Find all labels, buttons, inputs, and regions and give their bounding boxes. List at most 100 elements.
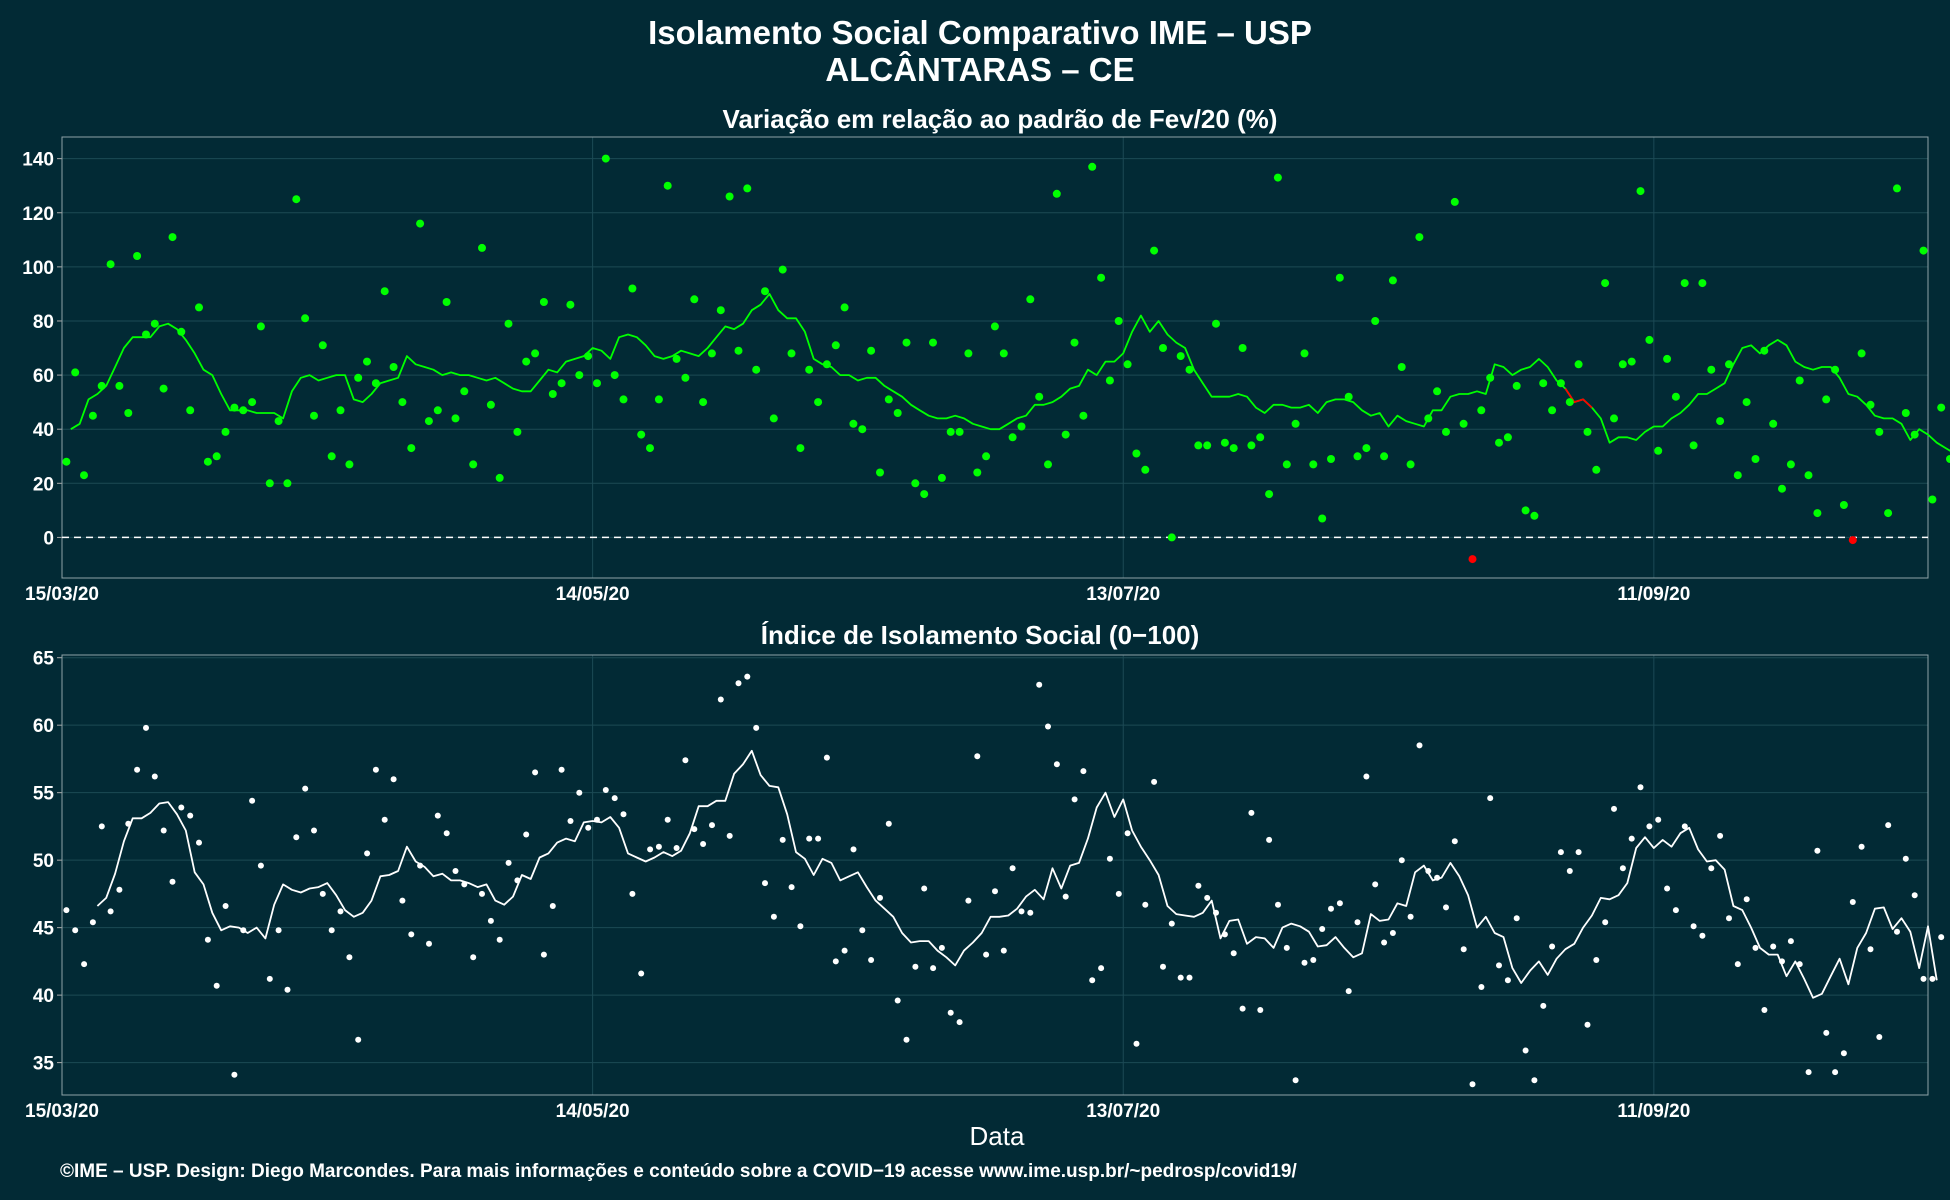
top-data-point [752, 365, 761, 374]
top-data-point [1026, 295, 1035, 304]
top-x-tick-label: 11/09/20 [1617, 584, 1690, 605]
bottom-data-point [1805, 1069, 1812, 1076]
bottom-data-point [1301, 959, 1308, 966]
bottom-data-point [1133, 1040, 1140, 1047]
bottom-data-point [1283, 944, 1290, 951]
top-data-point [1344, 392, 1353, 401]
top-data-point [150, 319, 159, 328]
top-data-point [469, 460, 478, 469]
bottom-x-tick-label: 11/09/20 [1617, 1101, 1690, 1122]
top-data-point [937, 473, 946, 482]
bottom-data-point [222, 903, 229, 909]
top-data-point [124, 409, 133, 417]
top-data-point [1256, 433, 1265, 442]
bottom-data-point [1717, 832, 1724, 839]
bottom-data-point [1894, 928, 1900, 935]
top-data-point [1388, 276, 1397, 285]
top-y-tick-label: 0 [43, 528, 54, 549]
bottom-data-point [1407, 913, 1414, 920]
bottom-data-point [1549, 943, 1556, 950]
top-data-point [1565, 398, 1574, 407]
bottom-data-point [372, 766, 379, 773]
top-data-point [1831, 365, 1840, 374]
top-data-point [1910, 430, 1919, 439]
top-data-point [1194, 441, 1203, 450]
top-data-point [1468, 555, 1477, 564]
bottom-data-point [691, 826, 698, 833]
top-data-point [1707, 365, 1716, 374]
bottom-data-point [1151, 778, 1158, 785]
bottom-data-point [1310, 957, 1317, 963]
top-data-point [177, 327, 186, 336]
bottom-data-point [673, 845, 680, 851]
bottom-data-point [1796, 961, 1803, 968]
bottom-data-point [1381, 939, 1388, 946]
bottom-data-point [1354, 919, 1361, 926]
top-x-tick-label: 14/05/20 [556, 584, 630, 605]
bottom-data-point [355, 1036, 362, 1043]
top-data-point [265, 479, 274, 488]
bottom-data-point [1885, 822, 1892, 829]
bottom-data-point [72, 927, 79, 934]
bottom-data-point [992, 888, 998, 895]
bottom-data-point [744, 673, 751, 680]
bottom-data-point [1230, 950, 1237, 957]
top-data-point [1839, 501, 1848, 509]
top-data-point [610, 371, 619, 380]
top-data-point [628, 284, 637, 293]
bottom-data-point [1000, 947, 1007, 954]
bottom-data-point [1672, 907, 1679, 914]
bottom-data-point [1911, 892, 1918, 899]
top-data-point [566, 300, 575, 309]
top-data-point [106, 260, 115, 269]
bottom-data-point [1328, 905, 1334, 912]
bottom-data-point [762, 880, 768, 887]
main-title: Isolamento Social Comparativo IME – USP [648, 14, 1312, 51]
bottom-data-point [81, 961, 88, 968]
top-data-point [292, 195, 301, 204]
top-data-point [1353, 452, 1362, 461]
bottom-data-point [1053, 761, 1060, 768]
bottom-data-point [116, 886, 123, 893]
top-data-point [1848, 536, 1857, 545]
top-data-point [1716, 417, 1725, 426]
bottom-data-point [240, 927, 247, 934]
top-data-point [1291, 419, 1300, 428]
top-data-point [283, 479, 292, 488]
top-data-point [822, 360, 831, 369]
top-y-tick-label: 60 [33, 366, 54, 387]
bottom-data-point [770, 913, 777, 920]
bottom-data-point [134, 766, 141, 773]
bottom-data-point [231, 1071, 238, 1078]
bottom-data-point [1106, 855, 1113, 862]
top-data-point [1663, 354, 1672, 363]
bottom-data-point [417, 862, 424, 869]
bottom-data-point [443, 830, 450, 837]
top-data-point [221, 427, 230, 436]
bottom-data-point [1602, 919, 1609, 926]
bottom-data-point [682, 757, 689, 764]
top-data-point [990, 322, 999, 331]
top-data-point [1159, 344, 1167, 352]
top-data-point [548, 390, 557, 398]
bottom-data-point [655, 843, 662, 850]
x-axis-title: Data [970, 1121, 1025, 1151]
bottom-data-point [1743, 896, 1750, 903]
top-data-point [1318, 514, 1327, 523]
top-data-point [1786, 460, 1795, 469]
top-data-point [1645, 335, 1654, 344]
top-data-point [681, 373, 690, 382]
bottom-data-point [558, 766, 565, 773]
bottom-y-tick-label: 40 [33, 986, 54, 1007]
bottom-data-point [1646, 823, 1653, 830]
bottom-data-point [1867, 946, 1874, 953]
top-data-point [593, 379, 601, 388]
top-data-point [239, 406, 248, 415]
bottom-data-point [1938, 934, 1945, 941]
bottom-data-point [381, 816, 388, 823]
top-data-point [1424, 414, 1433, 423]
bottom-data-point [479, 890, 485, 897]
top-plot-frame [61, 136, 1929, 579]
top-data-point [1866, 400, 1875, 409]
bottom-data-point [1213, 909, 1219, 916]
